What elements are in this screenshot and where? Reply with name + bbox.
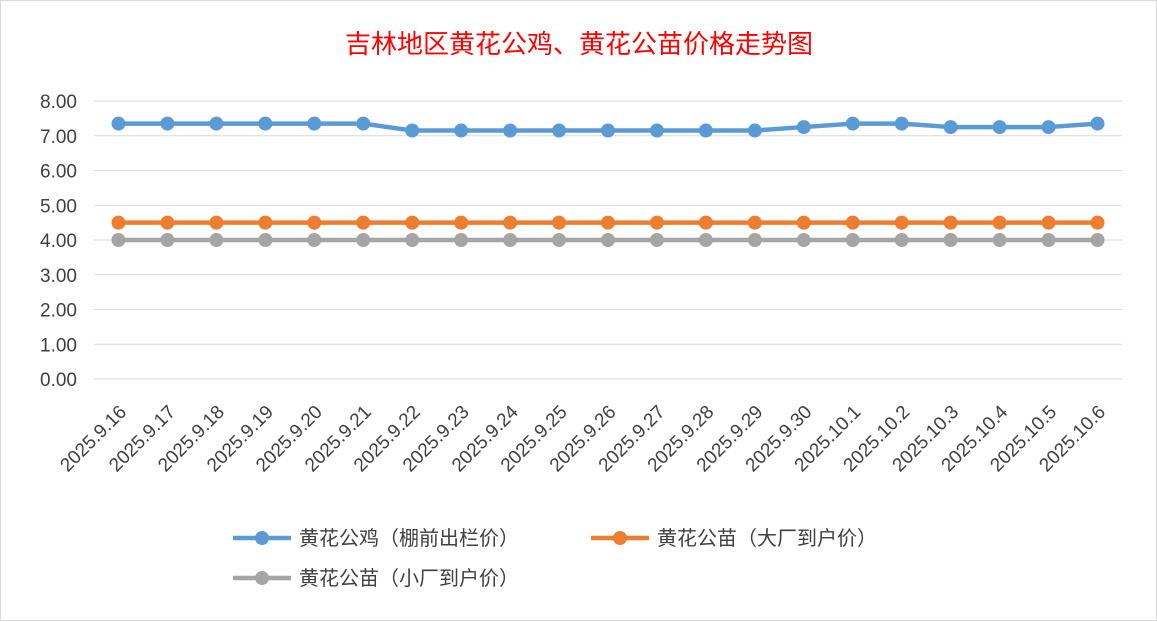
y-tick-label: 6.00: [40, 162, 77, 183]
data-point: [796, 215, 811, 230]
data-point: [405, 215, 420, 230]
legend-item: 黄花公苗（小厂到户价）: [233, 566, 519, 590]
series-1: [111, 116, 1105, 138]
data-point: [747, 123, 762, 138]
data-point: [111, 116, 126, 131]
data-point: [845, 116, 860, 131]
data-point: [601, 233, 615, 247]
chart-title: 吉林地区黄花公鸡、黄花公苗价格走势图: [345, 30, 813, 60]
y-axis-ticks: 0.00 1.00 2.00 3.00 4.00 5.00 6.00 7.00 8.00: [40, 92, 77, 391]
y-tick-label: 1.00: [40, 335, 77, 356]
legend-label: 黄花公苗（大厂到户价）: [657, 526, 877, 550]
legend-label: 黄花公苗（小厂到户价）: [299, 566, 519, 590]
data-point: [698, 123, 713, 138]
data-point: [1041, 233, 1056, 247]
data-point: [356, 116, 371, 131]
y-tick-label: 5.00: [40, 196, 77, 217]
data-point: [992, 215, 1007, 230]
data-point: [160, 116, 175, 131]
data-point: [454, 215, 469, 230]
data-point: [160, 233, 175, 247]
data-point: [258, 233, 273, 247]
data-point: [649, 233, 664, 247]
data-point: [307, 233, 322, 247]
data-point: [111, 233, 126, 247]
data-point: [747, 215, 762, 230]
data-point: [894, 215, 909, 230]
data-point: [454, 233, 469, 247]
data-point: [405, 233, 420, 247]
data-point: [503, 215, 518, 230]
y-tick-label: 7.00: [40, 127, 77, 148]
legend-item: 黄花公鸡（棚前出栏价）: [233, 526, 519, 550]
data-point: [356, 215, 371, 230]
data-point: [552, 123, 567, 138]
data-point: [943, 120, 958, 135]
data-point: [209, 215, 224, 230]
legend-marker: [255, 571, 269, 585]
data-point: [845, 233, 860, 247]
data-point: [1041, 215, 1056, 230]
data-point: [405, 123, 420, 138]
legend: 黄花公鸡（棚前出栏价） 黄花公苗（大厂到户价） 黄花公苗（小厂到户价）: [233, 526, 877, 590]
data-point: [1090, 233, 1105, 247]
data-point: [649, 215, 664, 230]
data-point: [943, 215, 958, 230]
data-point: [601, 123, 615, 138]
data-point: [454, 123, 469, 138]
data-point: [943, 233, 958, 247]
data-point: [552, 215, 567, 230]
data-point: [845, 215, 860, 230]
data-point: [258, 116, 273, 131]
data-point: [796, 233, 811, 247]
data-point: [1090, 116, 1105, 131]
legend-label: 黄花公鸡（棚前出栏价）: [299, 526, 519, 550]
data-point: [209, 233, 224, 247]
data-point: [992, 120, 1007, 135]
data-point: [894, 116, 909, 131]
data-point: [698, 233, 713, 247]
legend-item: 黄花公苗（大厂到户价）: [591, 526, 877, 550]
y-tick-label: 8.00: [40, 92, 77, 113]
data-point: [698, 215, 713, 230]
data-point: [1090, 215, 1105, 230]
data-point: [894, 233, 909, 247]
y-tick-label: 3.00: [40, 266, 77, 287]
data-point: [649, 123, 664, 138]
data-point: [209, 116, 224, 131]
y-tick-label: 0.00: [40, 370, 77, 391]
data-point: [992, 233, 1007, 247]
data-point: [356, 233, 371, 247]
data-point: [503, 123, 518, 138]
x-axis-ticks: 2025.9.162025.9.172025.9.182025.9.192025…: [56, 401, 1110, 476]
y-tick-label: 4.00: [40, 231, 77, 252]
data-point: [747, 233, 762, 247]
legend-marker: [255, 531, 269, 545]
data-point: [601, 215, 615, 230]
data-point: [258, 215, 273, 230]
data-point: [160, 215, 175, 230]
data-point: [503, 233, 518, 247]
data-point: [796, 120, 811, 135]
y-tick-label: 2.00: [40, 301, 77, 322]
data-point: [1041, 120, 1056, 135]
data-point: [111, 215, 126, 230]
series-3: [111, 233, 1105, 247]
data-point: [552, 233, 567, 247]
legend-marker: [613, 531, 627, 545]
series-layer: [111, 116, 1105, 247]
data-point: [307, 215, 322, 230]
series-2: [111, 215, 1105, 230]
data-point: [307, 116, 322, 131]
